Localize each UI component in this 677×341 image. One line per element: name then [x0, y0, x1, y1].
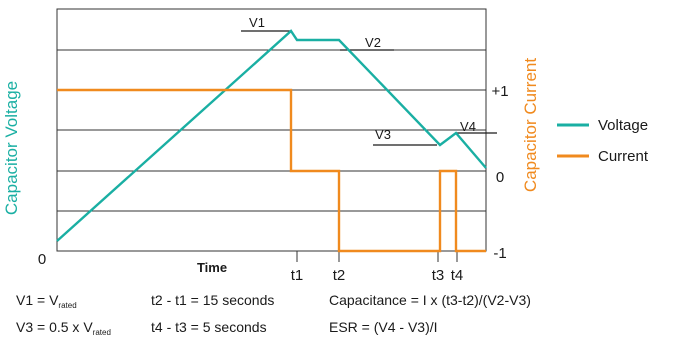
equation-capacitance: Capacitance = I x (t3-t2)/(V2-V3)	[329, 292, 531, 308]
series-line-current	[57, 88, 486, 253]
level-label-v1: V1	[249, 15, 265, 30]
level-label-v3: V3	[375, 127, 391, 142]
chart: Capacitor Voltage Capacitor Current Time…	[2, 8, 649, 284]
right-tick-plus1: +1	[491, 83, 508, 100]
equation-t2-t1: t2 - t1 = 15 seconds	[151, 292, 275, 308]
right-tick-minus1: -1	[493, 245, 506, 262]
time-marker-t4: t4	[451, 267, 464, 284]
x-axis-label: Time	[197, 260, 227, 275]
equation-v3: V3 = 0.5 x Vrated	[16, 319, 111, 337]
time-marker-t3: t3	[432, 267, 445, 284]
legend: Voltage Current	[557, 117, 649, 165]
level-label-v2: V2	[365, 35, 381, 50]
series-line-voltage	[56, 29, 487, 242]
right-axis-label: Capacitor Current	[521, 58, 540, 192]
time-marker-t2: t2	[333, 267, 346, 284]
time-marker-t1: t1	[291, 267, 304, 284]
equation-v1-sub: rated	[58, 301, 77, 310]
grid-lines	[56, 8, 487, 252]
right-tick-zero: 0	[496, 169, 504, 186]
legend-label-voltage: Voltage	[598, 117, 648, 134]
level-label-v4: V4	[460, 119, 476, 134]
left-tick-zero: 0	[38, 251, 46, 268]
legend-label-current: Current	[598, 148, 649, 165]
equation-v1: V1 = Vrated	[16, 292, 77, 310]
equation-esr: ESR = (V4 - V3)/I	[329, 319, 438, 335]
series-lines	[56, 29, 487, 253]
equation-v3-main: V3 = 0.5 x V	[16, 319, 93, 335]
equation-v3-sub: rated	[92, 328, 111, 337]
left-axis-label: Capacitor Voltage	[2, 81, 21, 215]
equation-v1-main: V1 = V	[16, 292, 59, 308]
equation-t4-t3: t4 - t3 = 5 seconds	[151, 319, 267, 335]
time-tick-marks	[296, 251, 458, 262]
